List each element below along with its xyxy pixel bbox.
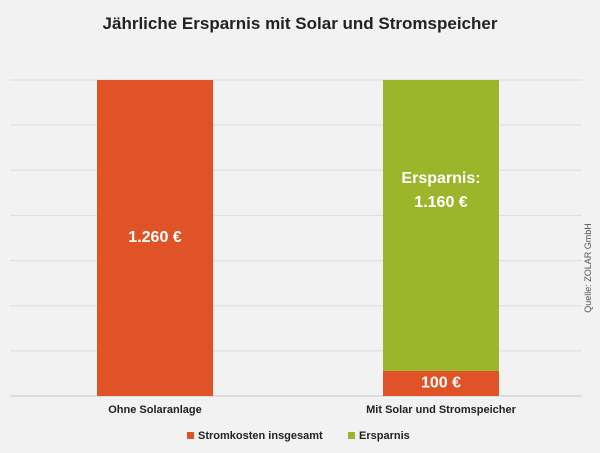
- data-labels: 1.260 € 100 € Ersparnis: 1.160 €: [128, 170, 480, 392]
- bar-2-series-1: [383, 370, 499, 396]
- legend-label: Ersparnis: [359, 430, 410, 442]
- legend-swatch: [348, 432, 355, 439]
- category-label: Mit Solar und Stromspeicher: [366, 404, 516, 416]
- legend-label: Stromkosten insgesamt: [198, 430, 323, 442]
- legend: Stromkosten insgesamt Ersparnis: [187, 430, 410, 442]
- data-label: 1.260 €: [128, 229, 181, 246]
- bar-2-series-2: [383, 80, 499, 371]
- bars: [97, 80, 499, 396]
- source-note: Quelle: ZOLAR GmbH: [583, 223, 593, 313]
- category-labels: Ohne Solaranlage Mit Solar und Stromspeic…: [108, 404, 516, 416]
- category-label: Ohne Solaranlage: [108, 404, 202, 416]
- data-label: 100 €: [421, 375, 461, 392]
- legend-swatch: [187, 432, 194, 439]
- data-label: 1.160 €: [414, 194, 467, 211]
- bar-1-series-1: [97, 80, 213, 396]
- chart-title: Jährliche Ersparnis mit Solar und Stroms…: [103, 14, 498, 33]
- data-label: Ersparnis:: [401, 170, 480, 187]
